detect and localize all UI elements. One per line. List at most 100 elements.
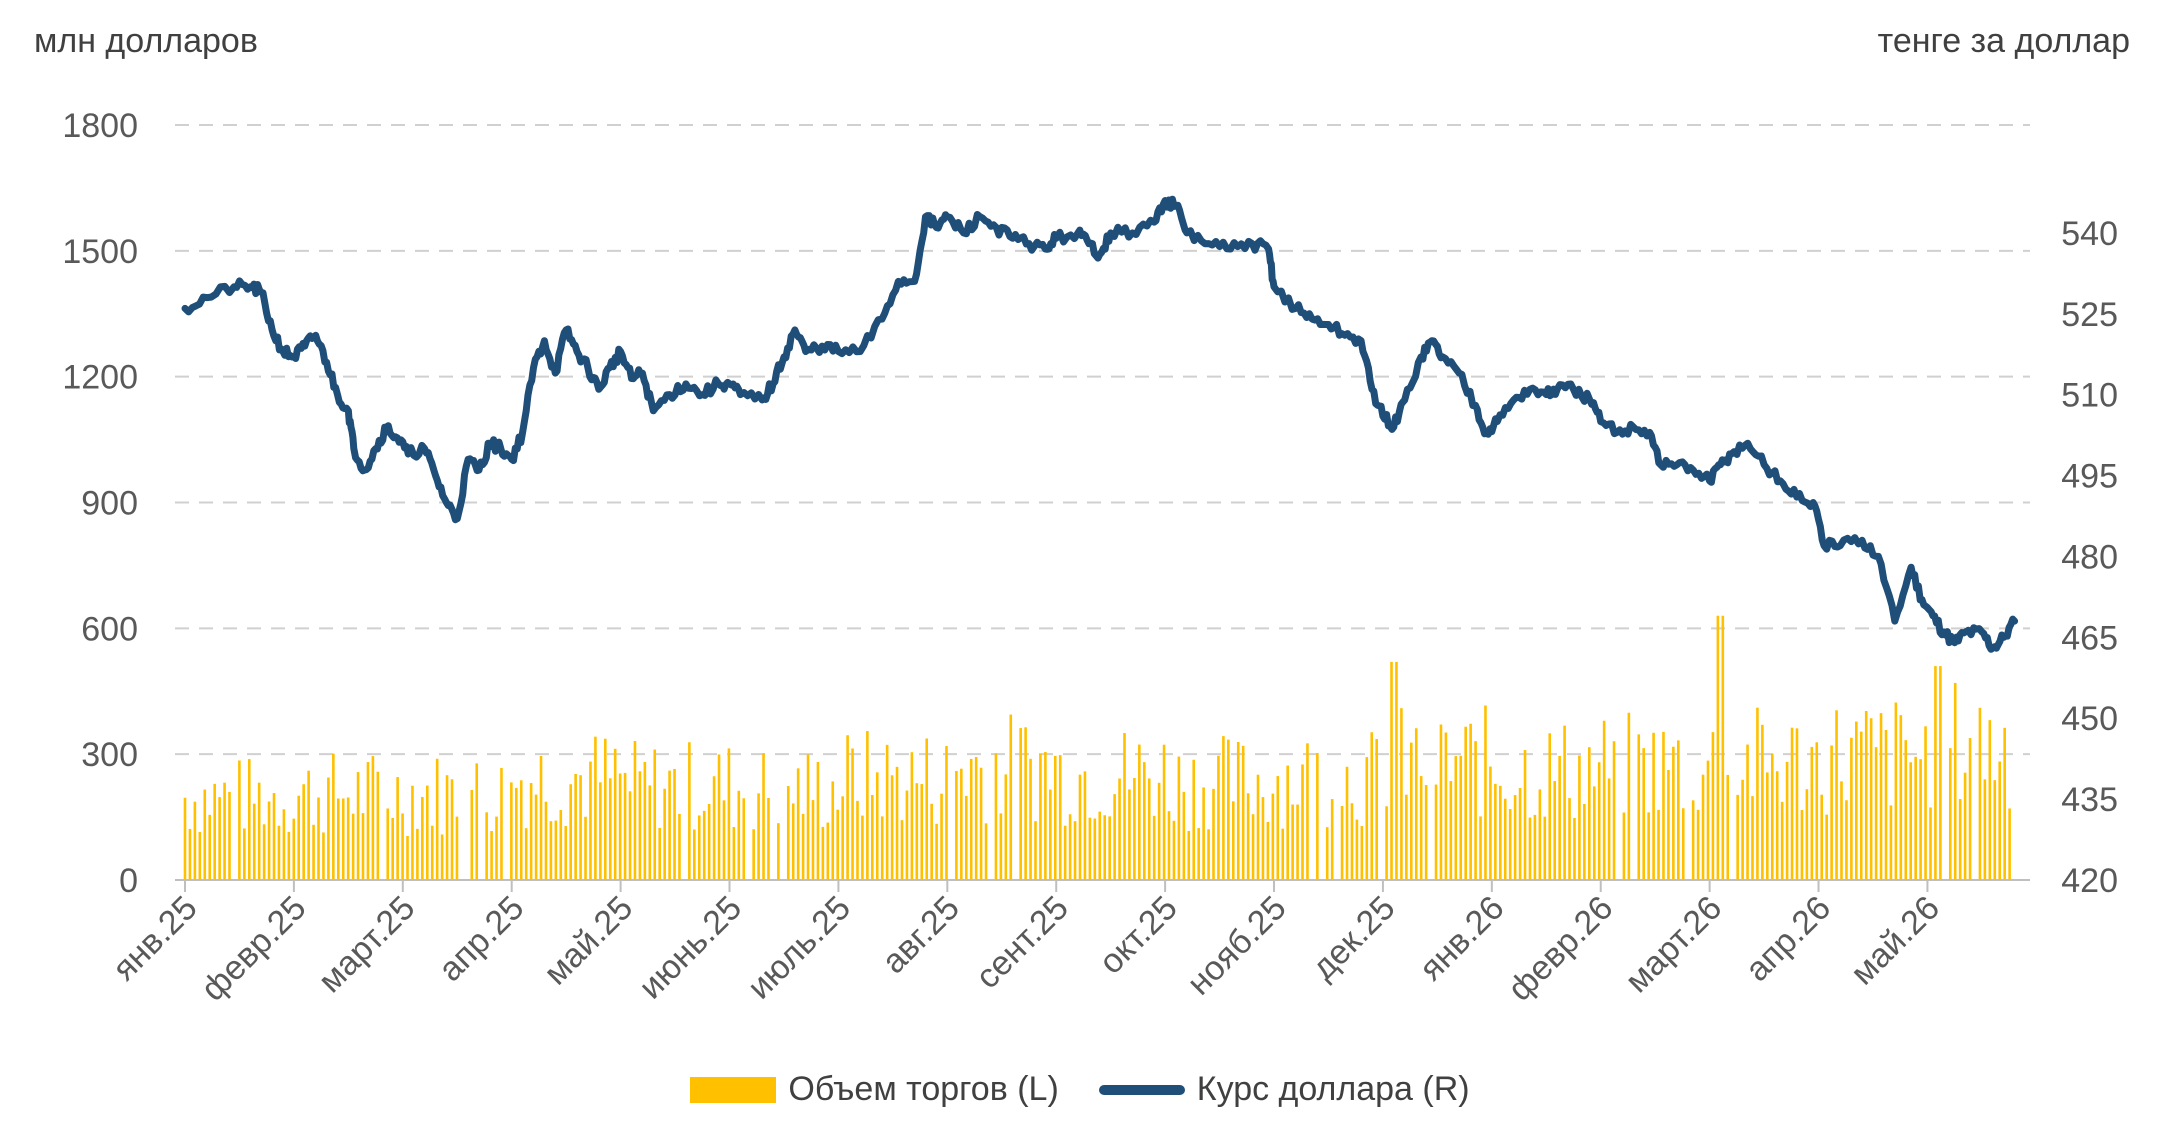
volume-bar xyxy=(351,813,355,880)
legend-swatch-rate xyxy=(1098,1084,1185,1095)
x-tick-label: янв.25 xyxy=(105,889,204,988)
volume-bar xyxy=(1474,741,1477,880)
volume-bar xyxy=(1963,772,1967,880)
left-tick-label: 1200 xyxy=(62,359,138,397)
volume-bar xyxy=(628,791,632,880)
volume-bar xyxy=(1751,796,1754,880)
volume-bar xyxy=(1147,778,1151,880)
x-tick-label: февр.25 xyxy=(194,889,314,1009)
volume-bar xyxy=(673,768,676,880)
volume-bar xyxy=(272,793,276,880)
volume-bar xyxy=(1286,765,1289,880)
volume-bar xyxy=(1548,733,1552,880)
volume-bar xyxy=(336,798,340,880)
volume-bar xyxy=(846,735,849,880)
volume-bar xyxy=(1948,748,1952,880)
volume-bar xyxy=(643,761,647,880)
volume-bar xyxy=(841,796,844,880)
volume-bar xyxy=(1004,774,1008,880)
left-tick-label: 1800 xyxy=(62,107,138,145)
volume-bar xyxy=(1637,734,1641,880)
volume-bar xyxy=(519,780,523,880)
volume-bar xyxy=(1103,815,1107,880)
volume-bar xyxy=(1513,795,1517,880)
volume-bar xyxy=(396,777,399,880)
volume-bar xyxy=(1563,725,1566,880)
volume-bar xyxy=(1434,784,1438,880)
volume-bar xyxy=(554,820,558,880)
volume-bar xyxy=(1231,801,1235,880)
right-tick-label: 510 xyxy=(2061,377,2118,415)
volume-bar xyxy=(317,797,320,880)
volume-bar xyxy=(1770,753,1774,880)
volume-bar xyxy=(1330,799,1334,880)
volume-bar xyxy=(767,798,770,880)
volume-bar xyxy=(327,777,330,880)
x-tick-label: май.26 xyxy=(1843,889,1947,993)
volume-bar xyxy=(856,800,859,880)
volume-bar xyxy=(910,752,914,880)
volume-bar xyxy=(638,771,642,880)
volume-bar xyxy=(1780,801,1784,880)
volume-bar xyxy=(1138,744,1141,880)
volume-bar xyxy=(702,810,706,880)
volume-bar xyxy=(1859,731,1863,880)
volume-bar xyxy=(1499,785,1502,880)
volume-bar xyxy=(228,791,231,880)
volume-bar xyxy=(1934,666,1937,880)
volume-bar xyxy=(1607,778,1611,880)
volume-bar xyxy=(851,748,854,880)
volume-bar xyxy=(1766,772,1769,880)
volume-bar xyxy=(604,738,607,880)
volume-bar xyxy=(955,770,958,880)
volume-bar xyxy=(732,826,736,880)
volume-bar xyxy=(895,766,899,880)
volume-bar xyxy=(440,834,444,880)
volume-bar xyxy=(574,774,577,880)
x-tick-label: дек.25 xyxy=(1304,889,1402,987)
volume-bar xyxy=(1029,758,1032,880)
volume-bar xyxy=(1983,779,1987,880)
volume-bar xyxy=(213,783,216,880)
volume-bar xyxy=(653,749,657,880)
volume-bar xyxy=(826,822,830,880)
x-tick-label: март.25 xyxy=(311,889,422,1000)
volume-bar xyxy=(243,828,246,880)
volume-bar xyxy=(1869,718,1873,880)
volume-bar xyxy=(287,831,291,880)
chart-canvas: 0 300 600 900 1200 1500 1800 420 435 450 465 480 49… xyxy=(62,107,2118,1009)
legend-label-rate: Курс доллара (R) xyxy=(1196,1070,1470,1108)
legend: Объем торгов (L) Курс доллара (R) xyxy=(0,1070,2160,1109)
x-tick-label: нояб.25 xyxy=(1180,889,1294,1003)
volume-bar xyxy=(277,825,281,880)
volume-bar xyxy=(262,824,266,880)
volume-bar xyxy=(1800,810,1804,880)
x-tick-label: июль.25 xyxy=(740,889,858,1007)
volume-bar xyxy=(1108,816,1111,880)
volume-bar xyxy=(1523,750,1527,880)
volume-bar xyxy=(252,803,256,880)
volume-bar xyxy=(999,813,1003,880)
volume-bar xyxy=(1538,789,1542,880)
legend-item-rate: Курс доллара (R) xyxy=(1098,1070,1470,1109)
volume-bar xyxy=(791,803,795,880)
volume-bar xyxy=(599,782,602,880)
volume-bar xyxy=(435,758,439,880)
volume-bar xyxy=(1063,825,1067,880)
volume-bar xyxy=(183,797,187,880)
volume-bar xyxy=(1385,806,1388,880)
exchange-rate-line-group xyxy=(181,195,2019,653)
volume-bar xyxy=(1790,727,1794,880)
volume-bar xyxy=(341,798,345,880)
volume-bar xyxy=(945,746,948,880)
x-tick-label: авг.25 xyxy=(875,889,967,981)
volume-bar xyxy=(1152,815,1156,880)
volume-bar xyxy=(707,803,711,880)
volume-bar xyxy=(1325,827,1329,880)
left-tick-label: 0 xyxy=(119,862,138,900)
volume-bar xyxy=(485,812,488,880)
right-tick-label: 420 xyxy=(2061,862,2118,900)
volume-bar xyxy=(1652,732,1655,880)
volume-bar xyxy=(1098,811,1102,880)
volume-bar xyxy=(1558,756,1561,880)
